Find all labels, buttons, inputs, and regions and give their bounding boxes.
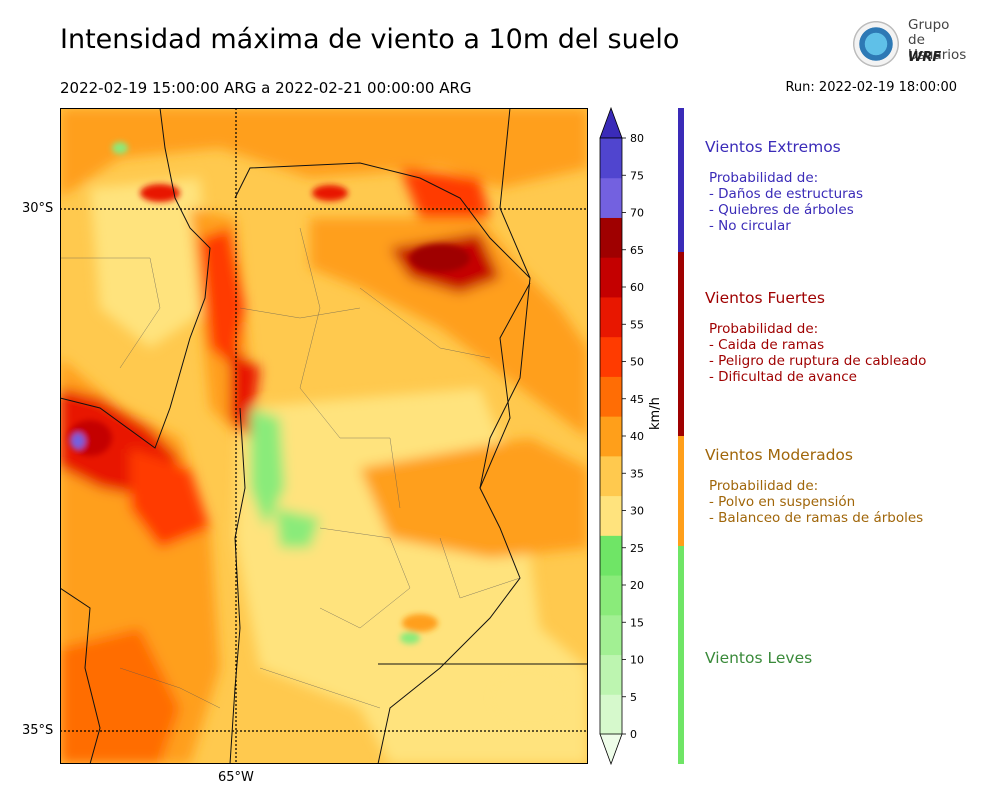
category-extreme: Vientos Extremos Probabilidad de: - Daño… xyxy=(705,138,863,234)
logo-name: Grupo de Usuarios xyxy=(908,18,968,63)
forecast-period: 2022-02-19 15:00:00 ARG a 2022-02-21 00:… xyxy=(60,79,472,97)
colorbar-segment xyxy=(600,654,622,695)
category-strong-text: Probabilidad de: - Caida de ramas - Peli… xyxy=(705,321,926,385)
wind-hotspots xyxy=(68,142,570,728)
category-moderate-title: Vientos Moderados xyxy=(705,446,853,464)
colorbar-tick-label: 15 xyxy=(630,616,644,629)
category-line: - Dificultad de avance xyxy=(709,369,857,385)
map-frame xyxy=(60,108,588,764)
graticule xyxy=(60,108,588,764)
category-light-title: Vientos Leves xyxy=(705,649,813,667)
colorbar: 0 5 10 15 20 25 30 35 40 45 50 55 60 65 70 75 80 xyxy=(599,106,644,766)
logo-line-1: Grupo de xyxy=(908,17,950,48)
colorbar-segment xyxy=(600,296,622,338)
lat-label-30s: 30°S xyxy=(22,201,54,216)
colorbar-tick-label: 20 xyxy=(630,579,644,592)
category-strong: Vientos Fuertes Probabilidad de: - Caida… xyxy=(705,289,926,385)
colorbar-tick-label: 45 xyxy=(630,393,644,406)
wind-map xyxy=(60,108,588,764)
grupo-usuarios-wrf-logo: Grupo de Usuarios WRF xyxy=(848,16,968,72)
map-title: Intensidad máxima de viento a 10m del su… xyxy=(60,24,680,55)
category-line: - Balanceo de ramas de árboles xyxy=(709,510,924,526)
colorbar-extend-min xyxy=(599,733,623,766)
colorbar-segment xyxy=(600,257,622,298)
category-line: - Peligro de ruptura de cableado xyxy=(709,353,927,369)
run-time: Run: 2022-02-19 18:00:00 xyxy=(785,80,957,95)
colorbar-segment xyxy=(600,416,622,457)
category-bar xyxy=(678,436,684,546)
colorbar-tick-label: 55 xyxy=(630,318,644,331)
colorbar-tick-label: 0 xyxy=(630,728,637,741)
colorbar-segment xyxy=(600,694,622,735)
colorbar-segment xyxy=(600,217,622,258)
colorbar-tick-label: 75 xyxy=(630,169,644,182)
province-borders xyxy=(60,108,588,764)
colorbar-segment xyxy=(600,495,622,536)
colorbar-unit: km/h xyxy=(648,397,663,430)
logo-brand: WRF xyxy=(908,50,942,65)
colorbar-segment xyxy=(600,535,622,576)
colorbar-tick-label: 40 xyxy=(630,430,644,443)
colorbar-segment xyxy=(600,138,622,179)
colorbar-segment xyxy=(600,614,622,656)
category-strong-title: Vientos Fuertes xyxy=(705,289,825,307)
colorbar-segment xyxy=(600,336,622,377)
colorbar-tick-label: 35 xyxy=(630,467,644,480)
wind-field xyxy=(60,108,588,764)
colorbar-tick-label: 25 xyxy=(630,542,644,555)
colorbar-tick-label: 30 xyxy=(630,505,644,518)
colorbar-tick-label: 10 xyxy=(630,654,644,667)
category-extreme-text: Probabilidad de: - Daños de estructuras … xyxy=(705,170,863,234)
category-bar xyxy=(678,108,684,252)
colorbar-tick-label: 65 xyxy=(630,244,644,257)
category-line: Probabilidad de: xyxy=(709,170,819,186)
colorbar-tick-label: 50 xyxy=(630,356,644,369)
colorbar-extend-max xyxy=(599,106,623,139)
colorbar-segment xyxy=(600,455,622,497)
category-moderate-text: Probabilidad de: - Polvo en suspensión -… xyxy=(705,478,923,526)
category-bar xyxy=(678,252,684,436)
category-bar xyxy=(678,546,684,764)
category-extreme-title: Vientos Extremos xyxy=(705,138,841,156)
lon-label-65w: 65°W xyxy=(218,770,254,785)
category-line: - Quiebres de árboles xyxy=(709,202,854,218)
category-line: - Caida de ramas xyxy=(709,337,825,353)
category-line: - No circular xyxy=(709,218,791,234)
globe-icon xyxy=(850,18,902,70)
category-line: - Daños de estructuras xyxy=(709,186,864,202)
department-borders xyxy=(60,227,521,709)
colorbar-segment xyxy=(600,177,622,218)
logo-line-2: Usuarios xyxy=(908,47,967,63)
colorbar-tick-label: 80 xyxy=(630,132,644,145)
category-moderate: Vientos Moderados Probabilidad de: - Pol… xyxy=(705,446,923,526)
category-light: Vientos Leves xyxy=(705,649,812,667)
colorbar-tick-label: 5 xyxy=(630,691,637,704)
category-line: Probabilidad de: xyxy=(709,478,819,494)
colorbar-segment xyxy=(600,575,622,616)
colorbar-segment xyxy=(600,376,622,417)
colorbar-tick-label: 60 xyxy=(630,281,644,294)
category-line: - Polvo en suspensión xyxy=(709,494,856,510)
colorbar-tick-label: 70 xyxy=(630,207,644,220)
lat-label-35s: 35°S xyxy=(22,723,54,738)
category-line: Probabilidad de: xyxy=(709,321,819,337)
